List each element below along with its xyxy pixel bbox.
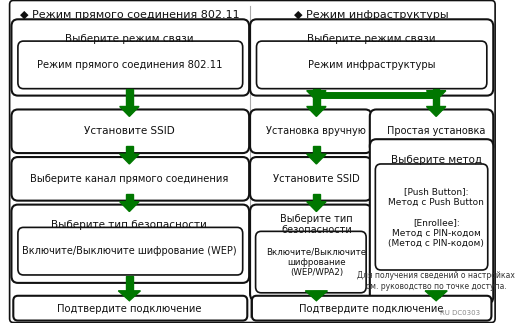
Polygon shape: [118, 291, 140, 301]
Text: Простая установка: Простая установка: [387, 126, 485, 136]
FancyBboxPatch shape: [9, 0, 495, 323]
FancyBboxPatch shape: [12, 157, 249, 201]
Polygon shape: [120, 202, 139, 212]
Text: Режим прямого соединения 802.11: Режим прямого соединения 802.11: [37, 60, 222, 70]
Bar: [313, 146, 320, 154]
FancyBboxPatch shape: [250, 157, 372, 201]
Text: Установите SSID: Установите SSID: [84, 126, 175, 136]
Text: Установка вручную: Установка вручную: [267, 126, 366, 136]
Polygon shape: [120, 154, 139, 164]
FancyBboxPatch shape: [375, 164, 488, 270]
FancyBboxPatch shape: [252, 296, 491, 320]
FancyBboxPatch shape: [13, 296, 247, 320]
Text: ◆ Режим инфраструктуры: ◆ Режим инфраструктуры: [295, 10, 449, 20]
Bar: [313, 194, 320, 202]
Polygon shape: [425, 291, 447, 301]
Polygon shape: [426, 91, 446, 100]
Text: ◆ Режим прямого соединения 802.11: ◆ Режим прямого соединения 802.11: [19, 10, 239, 20]
FancyBboxPatch shape: [257, 41, 487, 89]
FancyBboxPatch shape: [250, 109, 372, 153]
Bar: [433, 95, 439, 107]
FancyBboxPatch shape: [256, 231, 366, 293]
FancyBboxPatch shape: [12, 19, 249, 96]
Bar: [126, 194, 133, 202]
FancyBboxPatch shape: [18, 227, 243, 275]
FancyBboxPatch shape: [250, 19, 494, 96]
FancyBboxPatch shape: [250, 204, 372, 301]
Text: Включите/Выключите шифрование (WEP): Включите/Выключите шифрование (WEP): [22, 246, 237, 256]
Bar: [313, 291, 320, 294]
FancyBboxPatch shape: [370, 109, 493, 153]
Bar: [125, 276, 133, 291]
Bar: [433, 89, 439, 91]
Text: Режим инфраструктуры: Режим инфраструктуры: [308, 60, 435, 70]
Bar: [126, 146, 133, 154]
Text: Подтвердите подключение: Подтвердите подключение: [57, 304, 202, 314]
Text: Включите/Выключите
шифрование
(WEP/WPA2): Включите/Выключите шифрование (WEP/WPA2): [266, 247, 366, 277]
Text: RU DC0303: RU DC0303: [440, 309, 480, 316]
Polygon shape: [307, 91, 326, 100]
Polygon shape: [307, 202, 326, 212]
Polygon shape: [306, 291, 328, 301]
Text: Для получения сведений о настройках
см. руководство по точке доступа.: Для получения сведений о настройках см. …: [357, 271, 515, 291]
Text: Выберите тип безопасности: Выберите тип безопасности: [51, 220, 207, 230]
FancyBboxPatch shape: [18, 41, 243, 89]
Polygon shape: [307, 154, 326, 164]
Polygon shape: [426, 107, 446, 116]
Bar: [433, 291, 440, 297]
Bar: [313, 89, 320, 91]
FancyBboxPatch shape: [12, 109, 249, 153]
Text: Подтвердите подключение: Подтвердите подключение: [299, 304, 444, 314]
Text: [Push Button]:
Метод с Push Button

[Enrollee]:
Метод с PIN-кодом
(Метод с PIN-к: [Push Button]: Метод с Push Button [Enro…: [388, 187, 484, 248]
FancyBboxPatch shape: [370, 139, 493, 304]
Text: Выберите канал прямого соединения: Выберите канал прямого соединения: [30, 174, 228, 184]
FancyBboxPatch shape: [12, 204, 249, 283]
Polygon shape: [307, 107, 326, 116]
Polygon shape: [120, 107, 139, 116]
Text: Выберите метод: Выберите метод: [391, 155, 481, 165]
Bar: [126, 89, 133, 107]
Text: Выберите тип
безопасности: Выберите тип безопасности: [280, 214, 353, 235]
Text: Выберите режим связи: Выберите режим связи: [65, 34, 194, 44]
Text: Установите SSID: Установите SSID: [273, 174, 360, 184]
Text: Выберите режим связи: Выберите режим связи: [307, 34, 436, 44]
Bar: [313, 95, 320, 107]
